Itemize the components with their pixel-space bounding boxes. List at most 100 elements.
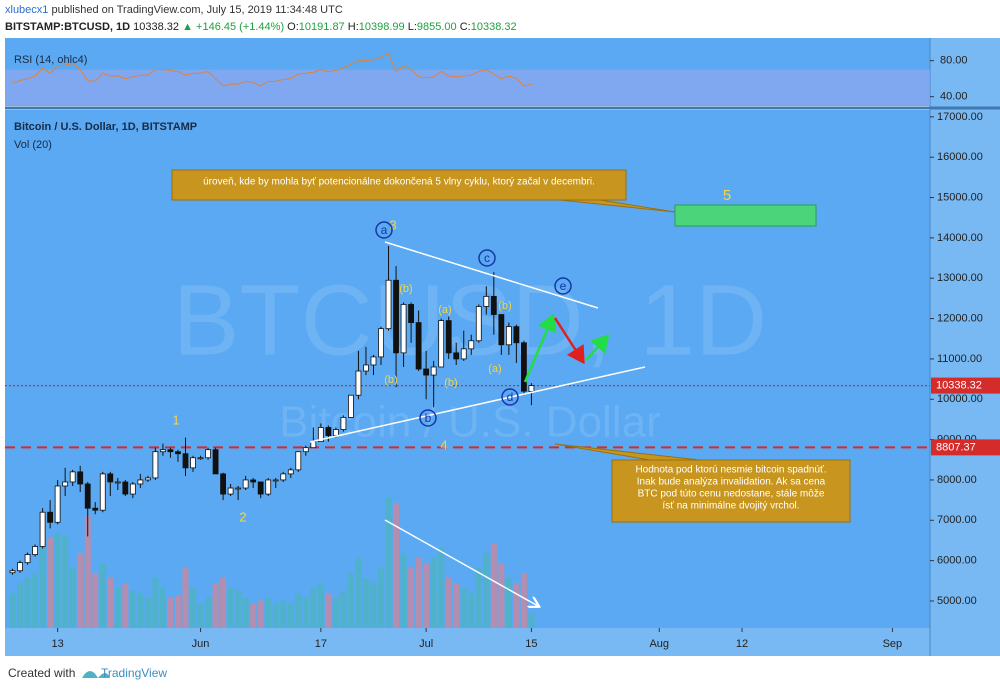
- volume-bar: [122, 583, 129, 628]
- rsi-line: [12, 52, 532, 87]
- ohlc: O:: [287, 21, 299, 33]
- candle-body: [190, 457, 196, 469]
- ohlc: 9855.00: [417, 21, 457, 33]
- volume-bar: [445, 578, 452, 628]
- y-tick-label: 12000.00: [937, 312, 983, 324]
- target-box: [674, 204, 817, 227]
- drawings: úroveň, kde by mohla byť potencionálne d…: [171, 169, 851, 606]
- sub-wave: (a): [438, 304, 451, 316]
- volume-bar: [468, 593, 475, 628]
- y-tick-label: 6000.00: [937, 555, 977, 567]
- symbol: BITSTAMP:BTCUSD, 1D: [5, 21, 130, 33]
- callout-box: [171, 169, 676, 213]
- y-tick-label: 7000.00: [937, 514, 977, 526]
- volume-bar: [332, 598, 339, 628]
- sub-wave: (b): [399, 283, 412, 295]
- candle-body: [408, 304, 414, 324]
- candle-body: [47, 511, 54, 523]
- y-tick-label: 15000.00: [937, 191, 983, 203]
- candle-body: [363, 364, 369, 372]
- watermark-sub: Bitcoin / U.S. Dollar: [279, 398, 660, 447]
- trendline: [309, 366, 646, 443]
- volume-bar: [378, 568, 385, 628]
- volume-bar: [430, 558, 437, 628]
- y-tick-label: 17000.00: [937, 111, 983, 123]
- volume-bar: [460, 588, 467, 628]
- candle-body: [220, 473, 226, 495]
- candle-body: [393, 279, 399, 354]
- x-tick-label: Jul: [419, 638, 433, 650]
- volume-bar: [310, 588, 317, 628]
- candle-body: [152, 451, 159, 479]
- y-tick-label: 10000.00: [937, 393, 983, 405]
- candle-body: [521, 342, 527, 392]
- candle-body: [24, 554, 31, 564]
- volume-bar: [190, 588, 197, 628]
- candle-body: [92, 507, 99, 511]
- down-arrow: [553, 317, 585, 365]
- candle-body: [167, 449, 174, 453]
- volume-bar: [107, 578, 114, 628]
- candle-body: [490, 295, 497, 315]
- sub-wave: (b): [444, 377, 457, 389]
- circle: [501, 388, 519, 406]
- candle-body: [160, 449, 166, 453]
- volume-label: Vol (20): [14, 139, 52, 151]
- candle-body: [175, 451, 181, 455]
- candle-body: [528, 385, 535, 392]
- volume-bar: [257, 600, 264, 628]
- candle-body: [332, 429, 339, 436]
- circled-label: d: [507, 390, 514, 404]
- candle-body: [453, 352, 460, 360]
- volume-bar: [302, 598, 309, 628]
- volume-bar: [137, 593, 144, 628]
- volume-bar: [114, 588, 121, 628]
- candle-body: [122, 481, 129, 495]
- rsi-tick-label: 40.00: [940, 91, 968, 103]
- volume-bar: [47, 538, 54, 628]
- candle-body: [62, 481, 69, 487]
- price-tag: [931, 439, 1000, 456]
- x-tick-label: Sep: [883, 638, 903, 650]
- last: 10338.32: [133, 21, 179, 33]
- ohlc: L:: [408, 21, 417, 33]
- time-axis: [5, 628, 1000, 656]
- circle: [375, 221, 393, 239]
- candle-body: [197, 457, 204, 460]
- candle-body: [378, 328, 384, 358]
- candle-body: [295, 451, 302, 471]
- y-tick-label: 16000.00: [937, 151, 983, 163]
- candle-body: [348, 394, 354, 418]
- volume-arrow: [384, 519, 538, 606]
- volume-bar: [347, 573, 354, 628]
- candle-body: [460, 348, 467, 360]
- volume-bar: [325, 593, 332, 628]
- candle-body: [137, 479, 144, 485]
- callout-text: BTC pod túto cenu nedostane, stále môže: [638, 489, 825, 500]
- candle-body: [272, 479, 279, 482]
- volume-bar: [475, 568, 482, 628]
- ohlc: H:: [348, 21, 359, 33]
- circled-label: e: [560, 279, 567, 293]
- candle-body: [370, 356, 377, 366]
- published: published on TradingView.com, July 15, 2…: [51, 4, 342, 16]
- price-tag-label: 10338.32: [936, 380, 982, 392]
- volume-bar: [438, 548, 445, 628]
- candle-body: [385, 279, 392, 330]
- candle-body: [438, 320, 445, 368]
- x-tick-label: 17: [315, 638, 327, 650]
- y-tick-label: 5000.00: [937, 595, 977, 607]
- candle-body: [227, 487, 234, 495]
- callout-box: [554, 443, 851, 523]
- sub-wave: (b): [498, 300, 511, 312]
- ohlc: 10191.87: [299, 21, 345, 33]
- wave-label: 3: [389, 217, 396, 232]
- volume-bar: [212, 583, 219, 628]
- candle-body: [325, 427, 332, 436]
- candle-body: [39, 511, 46, 547]
- candle-body: [114, 481, 121, 484]
- volume-bar: [317, 583, 324, 628]
- candle-body: [445, 320, 452, 354]
